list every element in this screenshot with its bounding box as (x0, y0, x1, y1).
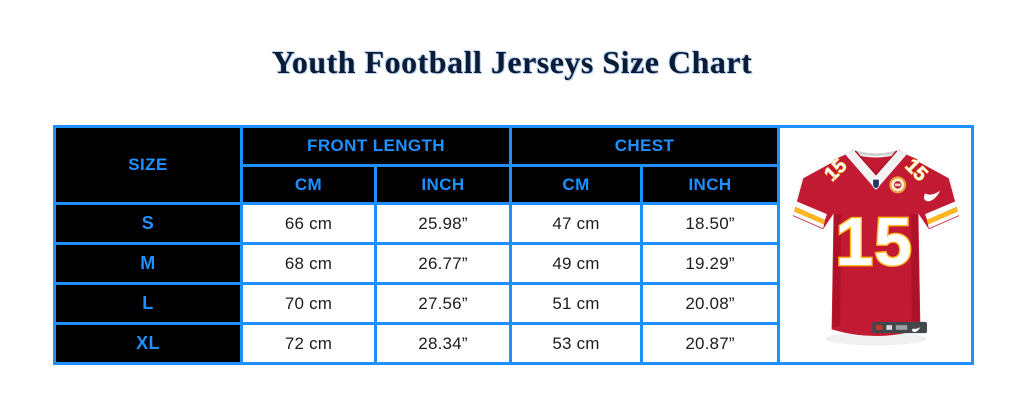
front-length-inch-value: 26.77” (373, 242, 513, 285)
header-group-row: SIZE FRONT LENGTH CHEST (53, 125, 975, 365)
jersey-photo-cell: 15 15 15 (777, 125, 975, 365)
chest-inch-value: 18.50” (640, 202, 781, 245)
front-length-cm-value: 70 cm (240, 282, 377, 325)
size-label: XL (53, 322, 243, 365)
front-length-cm-value: 68 cm (240, 242, 377, 285)
chest-cm-value: 53 cm (509, 322, 644, 365)
right-sleeve-stripes (924, 200, 959, 229)
jersey-collar (843, 149, 908, 190)
jersey-left-sleeve (792, 161, 834, 230)
front-length-inch-value: 28.34” (373, 322, 513, 365)
size-column-header: SIZE (53, 125, 243, 205)
size-chart-table: SIZE FRONT LENGTH CHEST (53, 125, 975, 365)
jersey-right-sleeve (917, 161, 959, 230)
size-label: L (53, 282, 243, 325)
chiefs-patch-icon (888, 176, 906, 194)
size-chart-container: SIZE FRONT LENGTH CHEST (53, 125, 1024, 365)
jersey-left-side-panel (832, 214, 841, 328)
front-length-group-header: FRONT LENGTH (239, 125, 513, 167)
front-length-inch-value: 25.98” (373, 202, 513, 245)
nike-swoosh-icon (923, 190, 940, 202)
front-cm-subheader: CM (240, 164, 377, 205)
jersey-image: 15 15 15 (792, 149, 959, 346)
jersey-right-side-panel (910, 214, 919, 328)
chest-inch-value: 20.08” (640, 282, 781, 325)
jersey-chest-number: 15 (835, 204, 913, 280)
front-inch-subheader: INCH (373, 164, 513, 205)
chest-inch-value: 19.29” (640, 242, 781, 285)
chest-cm-subheader: CM (509, 164, 644, 205)
jersey-shadow (824, 332, 927, 346)
size-row-l: L 70 cm 27.56” 51 cm 20.08” (53, 282, 973, 325)
chest-inch-value: 20.87” (640, 322, 781, 365)
chest-cm-value: 51 cm (509, 282, 644, 325)
jersey-collar-seam (854, 150, 897, 176)
chest-inch-subheader: INCH (640, 164, 781, 205)
left-sleeve-stripes (792, 200, 827, 229)
header-sub-row: CM INCH CM INCH (55, 164, 973, 205)
size-label: M (53, 242, 243, 285)
page-title: Youth Football Jerseys Size Chart (271, 44, 753, 80)
chest-group-header: CHEST (509, 125, 781, 167)
size-row-m: M 68 cm 26.77” 49 cm 19.29” (53, 242, 973, 285)
chest-cm-value: 49 cm (509, 242, 644, 285)
front-length-inch-value: 27.56” (373, 282, 513, 325)
chest-cm-value: 47 cm (509, 202, 644, 245)
front-length-cm-value: 66 cm (240, 202, 377, 245)
size-row-s: S 66 cm 25.98” 47 cm 18.50” (53, 202, 973, 245)
jock-tag (871, 321, 927, 334)
front-length-cm-value: 72 cm (240, 322, 377, 365)
nfl-shield-icon (871, 178, 880, 190)
jersey-torso (831, 152, 920, 336)
size-label: S (53, 202, 243, 245)
size-row-xl: XL 72 cm 28.34” 53 cm 20.87” (53, 322, 973, 365)
